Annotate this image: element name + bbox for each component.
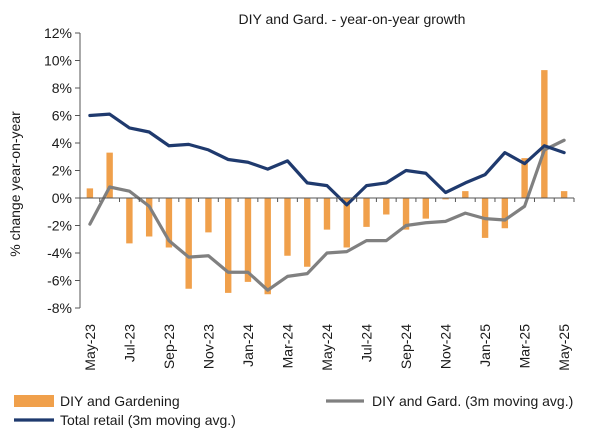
bar bbox=[165, 198, 173, 248]
chart-title: DIY and Gard. - year-on-year growth bbox=[239, 11, 466, 27]
x-tick-label: May-23 bbox=[82, 324, 98, 371]
x-tick-label: Nov-23 bbox=[200, 324, 216, 369]
bar bbox=[244, 198, 252, 282]
legend: DIY and Gardening DIY and Gard. (3m movin… bbox=[14, 393, 573, 428]
x-tick-label: Mar-24 bbox=[279, 324, 295, 369]
bar bbox=[363, 198, 370, 227]
y-tick-label: -2% bbox=[47, 218, 72, 234]
x-tick-label: Jan-25 bbox=[477, 324, 493, 367]
bar bbox=[521, 158, 528, 199]
bar bbox=[205, 198, 212, 233]
series-line bbox=[88, 112, 566, 207]
bar bbox=[560, 191, 568, 199]
y-axis-ticks: -8% -6% -4% -2% 0% 2% 4% 6% 8% 10% 12% bbox=[44, 25, 80, 316]
x-tick-label: Jan-24 bbox=[240, 324, 256, 367]
bar bbox=[264, 198, 271, 295]
x-tick-label: Mar-25 bbox=[517, 324, 533, 369]
y-tick-label: 10% bbox=[44, 53, 72, 69]
bar bbox=[145, 198, 153, 237]
bar bbox=[422, 198, 429, 219]
bar bbox=[383, 198, 390, 215]
bar bbox=[323, 198, 331, 230]
x-tick-label: Sep-24 bbox=[398, 324, 414, 369]
x-tick-label: May-24 bbox=[319, 324, 335, 371]
y-tick-label: 4% bbox=[52, 135, 72, 151]
line-series bbox=[88, 112, 566, 292]
bar bbox=[541, 70, 548, 198]
y-tick-label: 8% bbox=[52, 80, 72, 96]
bar bbox=[126, 198, 133, 244]
y-axis-label: % change year-on-year bbox=[7, 111, 23, 257]
y-tick-label: 0% bbox=[52, 190, 72, 206]
y-tick-label: -6% bbox=[47, 273, 72, 289]
y-tick-label: 2% bbox=[52, 163, 72, 179]
bar bbox=[501, 198, 509, 229]
x-tick-label: Nov-24 bbox=[438, 324, 454, 369]
bar bbox=[225, 198, 232, 293]
axes bbox=[79, 33, 574, 308]
legend-label: DIY and Gardening bbox=[60, 393, 180, 409]
bar bbox=[185, 198, 192, 289]
bar bbox=[343, 198, 350, 248]
bar bbox=[284, 198, 291, 256]
bar bbox=[442, 198, 449, 200]
legend-swatch bbox=[14, 395, 54, 407]
bar bbox=[402, 198, 410, 230]
x-axis-ticks: May-23 Jul-23 Sep-23 Nov-23 Jan-24 Mar-24 May-… bbox=[79, 198, 575, 371]
legend-label: Total retail (3m moving avg.) bbox=[60, 412, 236, 428]
x-tick-label: Jul-24 bbox=[359, 324, 375, 362]
x-tick-label: Jul-23 bbox=[121, 324, 137, 362]
y-tick-label: 12% bbox=[44, 25, 72, 41]
y-tick-label: -8% bbox=[47, 300, 72, 316]
bar-series bbox=[86, 70, 568, 295]
bar bbox=[304, 198, 311, 267]
bar bbox=[462, 191, 469, 199]
y-tick-label: -4% bbox=[47, 245, 72, 261]
x-tick-label: May-25 bbox=[556, 324, 572, 371]
y-tick-label: 6% bbox=[52, 108, 72, 124]
x-tick-label: Sep-23 bbox=[161, 324, 177, 369]
bar bbox=[86, 188, 94, 199]
legend-label: DIY and Gard. (3m moving avg.) bbox=[372, 393, 573, 409]
series-line bbox=[88, 138, 566, 292]
bar bbox=[106, 152, 113, 199]
